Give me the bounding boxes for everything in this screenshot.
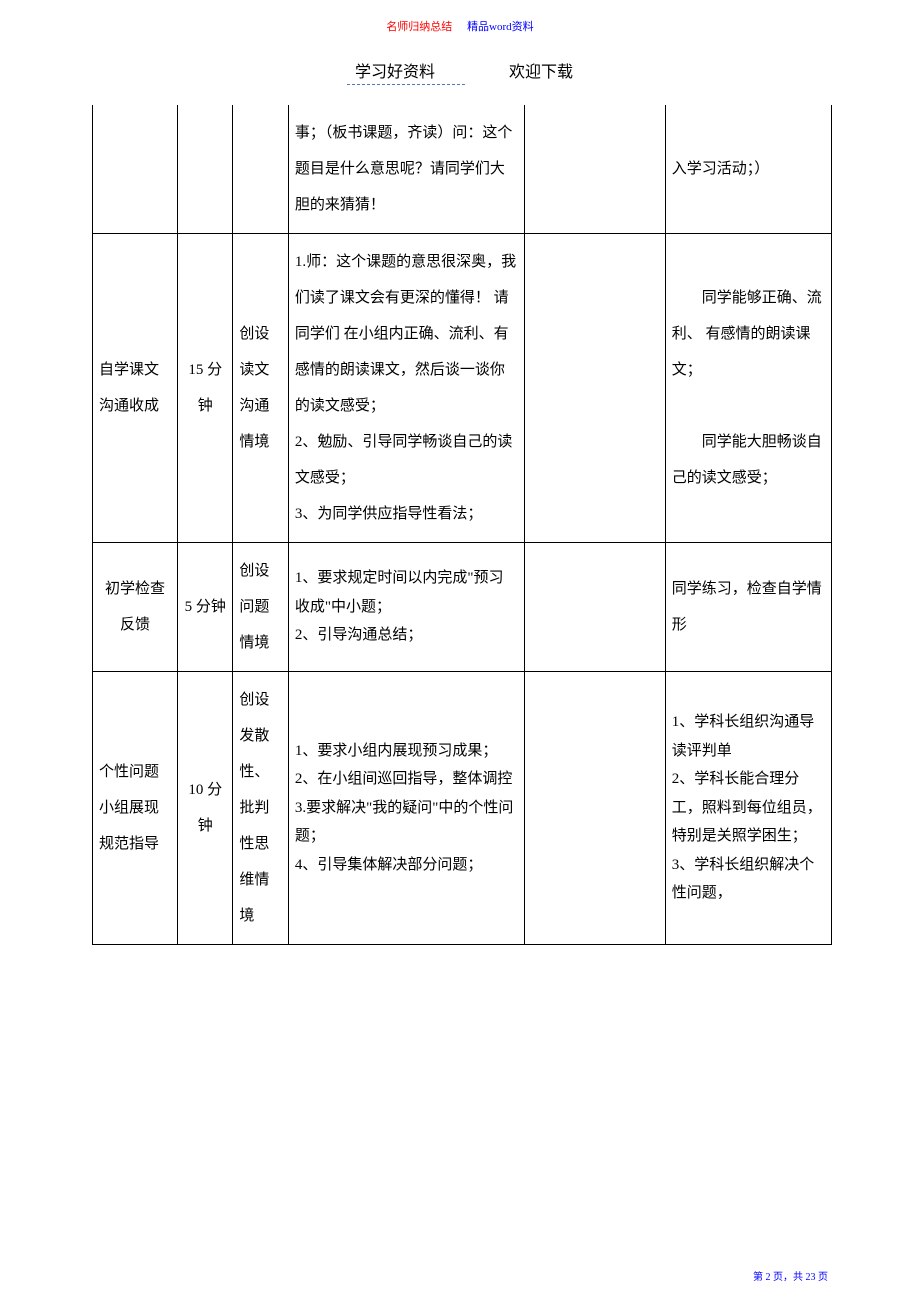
cell-student: 同学练习，检查自学情形 (665, 543, 831, 672)
page-footer: 第 2 页，共 23 页 (753, 1268, 828, 1283)
cell-blank (525, 105, 665, 234)
cell-context: 创设发散性、批判性思维情境 (233, 672, 288, 945)
header-sub: 学习好资料 欢迎下载 (0, 58, 920, 85)
cell-teacher: 事；（板书课题，齐读）问：这个题目是什么意思呢？请同学们大胆的来猜猜！ (288, 105, 524, 234)
header-red-text: 名师归纳总结 (386, 21, 452, 33)
cell-blank (525, 543, 665, 672)
cell-stage: 自学课文沟通收成 (93, 234, 178, 543)
table-row: 自学课文沟通收成 15 分钟 创设读文沟通情境 1.师：这个课题的意思很深奥，我… (93, 234, 832, 543)
cell-context (233, 105, 288, 234)
cell-time: 5 分钟 (177, 543, 232, 672)
cell-blank (525, 672, 665, 945)
cell-stage: 初学检查反馈 (93, 543, 178, 672)
cell-teacher: 1.师：这个课题的意思很深奥，我们读了课文会有更深的懂得！ 请同学们 在小组内正… (288, 234, 524, 543)
table-row: 事；（板书课题，齐读）问：这个题目是什么意思呢？请同学们大胆的来猜猜！ 入学习活… (93, 105, 832, 234)
cell-time: 10 分钟 (177, 672, 232, 945)
cell-student: 入学习活动；） (665, 105, 831, 234)
cell-time: 15 分钟 (177, 234, 232, 543)
cell-stage (93, 105, 178, 234)
cell-stage: 个性问题小组展现规范指导 (93, 672, 178, 945)
cell-student: 1、学科长组织沟通导读评判单 2、学科长能合理分工，照料到每位组员，特别是关照学… (665, 672, 831, 945)
table-row: 个性问题小组展现规范指导 10 分钟 创设发散性、批判性思维情境 1、要求小组内… (93, 672, 832, 945)
header-blue-text: 精品word资料 (467, 21, 534, 33)
cell-student: 同学能够正确、流利、 有感情的朗读课文； 同学能大胆畅谈自己的读文感受； (665, 234, 831, 543)
cell-blank (525, 234, 665, 543)
cell-context: 创设读文沟通情境 (233, 234, 288, 543)
table-row: 初学检查反馈 5 分钟 创设问题情境 1、要求规定时间以内完成"预习收成"中小题… (93, 543, 832, 672)
cell-teacher: 1、要求小组内展现预习成果；2、在小组间巡回指导，整体调控3.要求解决"我的疑问… (288, 672, 524, 945)
lesson-table: 事；（板书课题，齐读）问：这个题目是什么意思呢？请同学们大胆的来猜猜！ 入学习活… (92, 105, 832, 945)
cell-time (177, 105, 232, 234)
header-top: 名师归纳总结 精品word资料 (0, 0, 920, 34)
cell-teacher: 1、要求规定时间以内完成"预习收成"中小题；2、引导沟通总结； (288, 543, 524, 672)
sub-left: 学习好资料 (347, 58, 465, 85)
sub-right: 欢迎下载 (509, 58, 573, 82)
cell-context: 创设问题情境 (233, 543, 288, 672)
lesson-table-wrap: 事；（板书课题，齐读）问：这个题目是什么意思呢？请同学们大胆的来猜猜！ 入学习活… (92, 105, 832, 945)
